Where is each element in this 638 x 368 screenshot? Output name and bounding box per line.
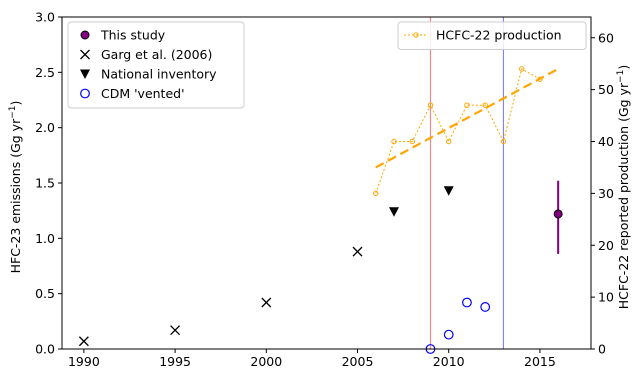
x-tick-label: 2010 — [433, 354, 465, 368]
x-tick-label: 1995 — [159, 354, 191, 368]
x-tick-label: 2015 — [524, 354, 556, 368]
legend-box — [397, 21, 587, 50]
x-tick-label: 2005 — [342, 354, 374, 368]
series-1 — [78, 246, 363, 347]
right-y-tick-label: 0 — [598, 342, 606, 357]
series-layer — [78, 66, 563, 354]
legend-box — [67, 21, 245, 109]
right-y-tick-label: 60 — [598, 30, 614, 45]
right-y-tick-label: 50 — [598, 82, 614, 97]
legend-upper-left: This study Garg et al. (2006) National inv… — [67, 21, 245, 109]
left-y-tick-label: 1.0 — [35, 231, 55, 246]
data-point — [518, 66, 525, 72]
data-point — [261, 297, 272, 308]
data-point — [443, 186, 454, 196]
legend-marker — [80, 69, 90, 79]
legend-label: CDM 'vented' — [101, 86, 185, 101]
data-point — [482, 102, 488, 108]
data-point — [409, 138, 415, 145]
legend-marker — [80, 30, 90, 40]
data-point — [537, 76, 543, 82]
legend-entry: National inventory — [80, 67, 217, 82]
axis-layer: 1990 1995 2000 2005 2010 20150.00.51.01.52.02… — [35, 10, 614, 368]
legend-entry: Garg et al. (2006) — [80, 47, 212, 62]
left-y-tick-label: 3.0 — [35, 10, 55, 25]
left-y-tick-label: 0.5 — [35, 286, 55, 301]
legend-entry: HCFC-22 production — [404, 28, 562, 43]
data-point — [553, 209, 563, 219]
legend-marker — [80, 49, 90, 60]
legend-label: National inventory — [101, 67, 217, 82]
data-point — [462, 297, 472, 308]
legend-label: Garg et al. (2006) — [101, 47, 212, 62]
left-axis-label: HFC-23 emissions (Gg yr−1) — [8, 101, 23, 274]
data-point — [388, 207, 399, 217]
left-y-tick-label: 2.5 — [35, 65, 55, 80]
data-point — [446, 138, 452, 145]
legend-marker — [413, 32, 419, 38]
legend-entry: This study — [80, 28, 166, 43]
data-point — [373, 190, 379, 197]
data-point — [480, 302, 491, 312]
right-y-tick-label: 40 — [598, 134, 614, 149]
legend-upper-right: HCFC-22 production — [397, 21, 587, 50]
data-point — [170, 325, 181, 336]
data-point — [464, 102, 470, 108]
left-y-tick-label: 1.5 — [35, 176, 55, 191]
series-3 — [425, 297, 491, 354]
legend-marker — [80, 88, 90, 99]
right-y-tick-label: 20 — [598, 238, 614, 253]
right-y-tick-label: 10 — [598, 290, 614, 305]
legend-label: This study — [100, 28, 166, 43]
right-axis-label: HCFC-22 reported production (Gg yr−1) — [616, 65, 631, 309]
data-point — [352, 246, 363, 257]
data-point — [443, 329, 454, 340]
series-0 — [553, 180, 563, 254]
series-2 — [388, 186, 454, 217]
data-point — [391, 138, 397, 145]
legend-entry: CDM 'vented' — [80, 86, 185, 101]
x-tick-label: 2000 — [250, 354, 282, 368]
x-tick-label: 1990 — [68, 354, 100, 368]
reference-lines-layer — [429, 17, 504, 349]
left-y-tick-label: 2.0 — [35, 120, 55, 135]
data-point — [500, 138, 507, 145]
right-y-tick-label: 30 — [598, 186, 614, 201]
data-point — [78, 336, 89, 347]
production-trend-line — [375, 67, 559, 169]
series-4 — [373, 66, 559, 197]
data-point — [427, 102, 434, 108]
left-y-tick-label: 0.0 — [35, 342, 55, 357]
legend-label: HCFC-22 production — [436, 28, 562, 43]
production-line — [375, 68, 541, 194]
